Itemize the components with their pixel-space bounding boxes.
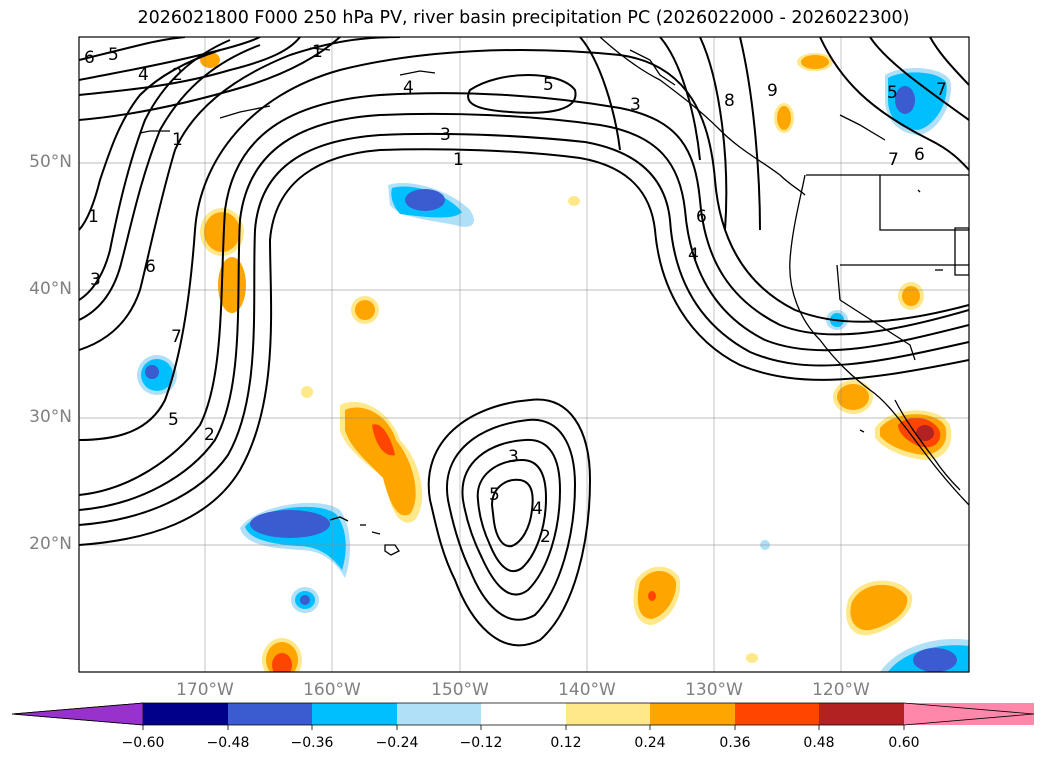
contour-label: 6: [696, 207, 707, 227]
colorbar-segment: [312, 703, 397, 725]
colorbar-segment: [566, 703, 650, 725]
pv-contours: [79, 37, 969, 647]
lat-label: 50°N: [29, 152, 72, 172]
negative-anomaly-region: [137, 68, 969, 672]
precip-shading: [137, 52, 969, 672]
contour-label: 2: [172, 65, 183, 85]
contour-label: 6: [145, 257, 156, 277]
contour-label: 3: [508, 447, 519, 467]
contour-label: 4: [403, 78, 414, 98]
contour-label: 3: [90, 270, 101, 290]
colorbar-tick-label: −0.12: [459, 735, 503, 751]
colorbar-tick-label: −0.48: [206, 735, 250, 751]
contour-label: 4: [138, 65, 149, 85]
map-title: 2026021800 F000 250 hPa PV, river basin …: [137, 8, 910, 28]
gridlines: [79, 37, 969, 672]
positive-anomaly-region: [200, 52, 952, 672]
contour-label: 5: [887, 83, 898, 103]
colorbar-tick-label: 0.48: [803, 735, 835, 751]
colorbar-segment: [397, 703, 481, 725]
lat-label: 20°N: [29, 534, 72, 554]
contour-label: 6: [84, 48, 95, 68]
colorbar-tick-label: 0.12: [550, 735, 582, 751]
contour-label: 5: [108, 45, 119, 65]
colorbar-segment: [735, 703, 819, 725]
contour-label: 7: [171, 327, 182, 347]
contour-label: 1: [88, 207, 99, 227]
lon-label: 140°W: [558, 680, 616, 700]
contour-labels: 6 5 4 2 1 1 4 5 3 3 1 8 9 5 7 6 7 6 4 1 …: [84, 42, 947, 547]
contour-label: 1: [453, 150, 464, 170]
contour-label: 9: [767, 81, 778, 101]
lon-label: 170°W: [176, 680, 234, 700]
colorbar-segment: [819, 703, 904, 725]
colorbar: [11, 702, 1035, 730]
contour-label: 1: [172, 130, 183, 150]
contour-label: 3: [440, 125, 451, 145]
colorbar-tick-label: 0.36: [719, 735, 751, 751]
contour-label: 4: [688, 245, 699, 265]
map-border: [78, 36, 970, 673]
colorbar-tick-label: 0.24: [634, 735, 666, 751]
map-background: [79, 37, 969, 672]
contour-label: 5: [168, 410, 179, 430]
colorbar-segment: [143, 703, 228, 725]
contour-label: 8: [724, 91, 735, 111]
contour-label: 2: [540, 527, 551, 547]
colorbar-segment: [481, 703, 566, 725]
contour-label: 5: [543, 75, 554, 95]
contour-label: 5: [489, 485, 500, 505]
colorbar-tick-label: 0.60: [888, 735, 920, 751]
contour-label: 4: [532, 499, 543, 519]
lon-label: 150°W: [431, 680, 489, 700]
contour-label: 7: [888, 150, 899, 170]
lat-label: 30°N: [29, 407, 72, 427]
lon-label: 160°W: [303, 680, 361, 700]
colorbar-tick-label: −0.24: [375, 735, 419, 751]
colorbar-extend-low: [11, 702, 144, 726]
contour-label: 7: [936, 80, 947, 100]
contour-label: 1: [312, 42, 323, 62]
contour-label: 2: [204, 425, 215, 445]
lon-label: 120°W: [812, 680, 870, 700]
lat-label: 40°N: [29, 279, 72, 299]
coastlines: [139, 37, 969, 556]
colorbar-segment: [650, 703, 735, 725]
colorbar-segment: [228, 703, 312, 725]
contour-label: 3: [630, 95, 641, 115]
colorbar-tick-label: −0.60: [121, 735, 165, 751]
lon-label: 130°W: [685, 680, 743, 700]
colorbar-tick-label: −0.36: [290, 735, 334, 751]
contour-label: 6: [914, 145, 925, 165]
